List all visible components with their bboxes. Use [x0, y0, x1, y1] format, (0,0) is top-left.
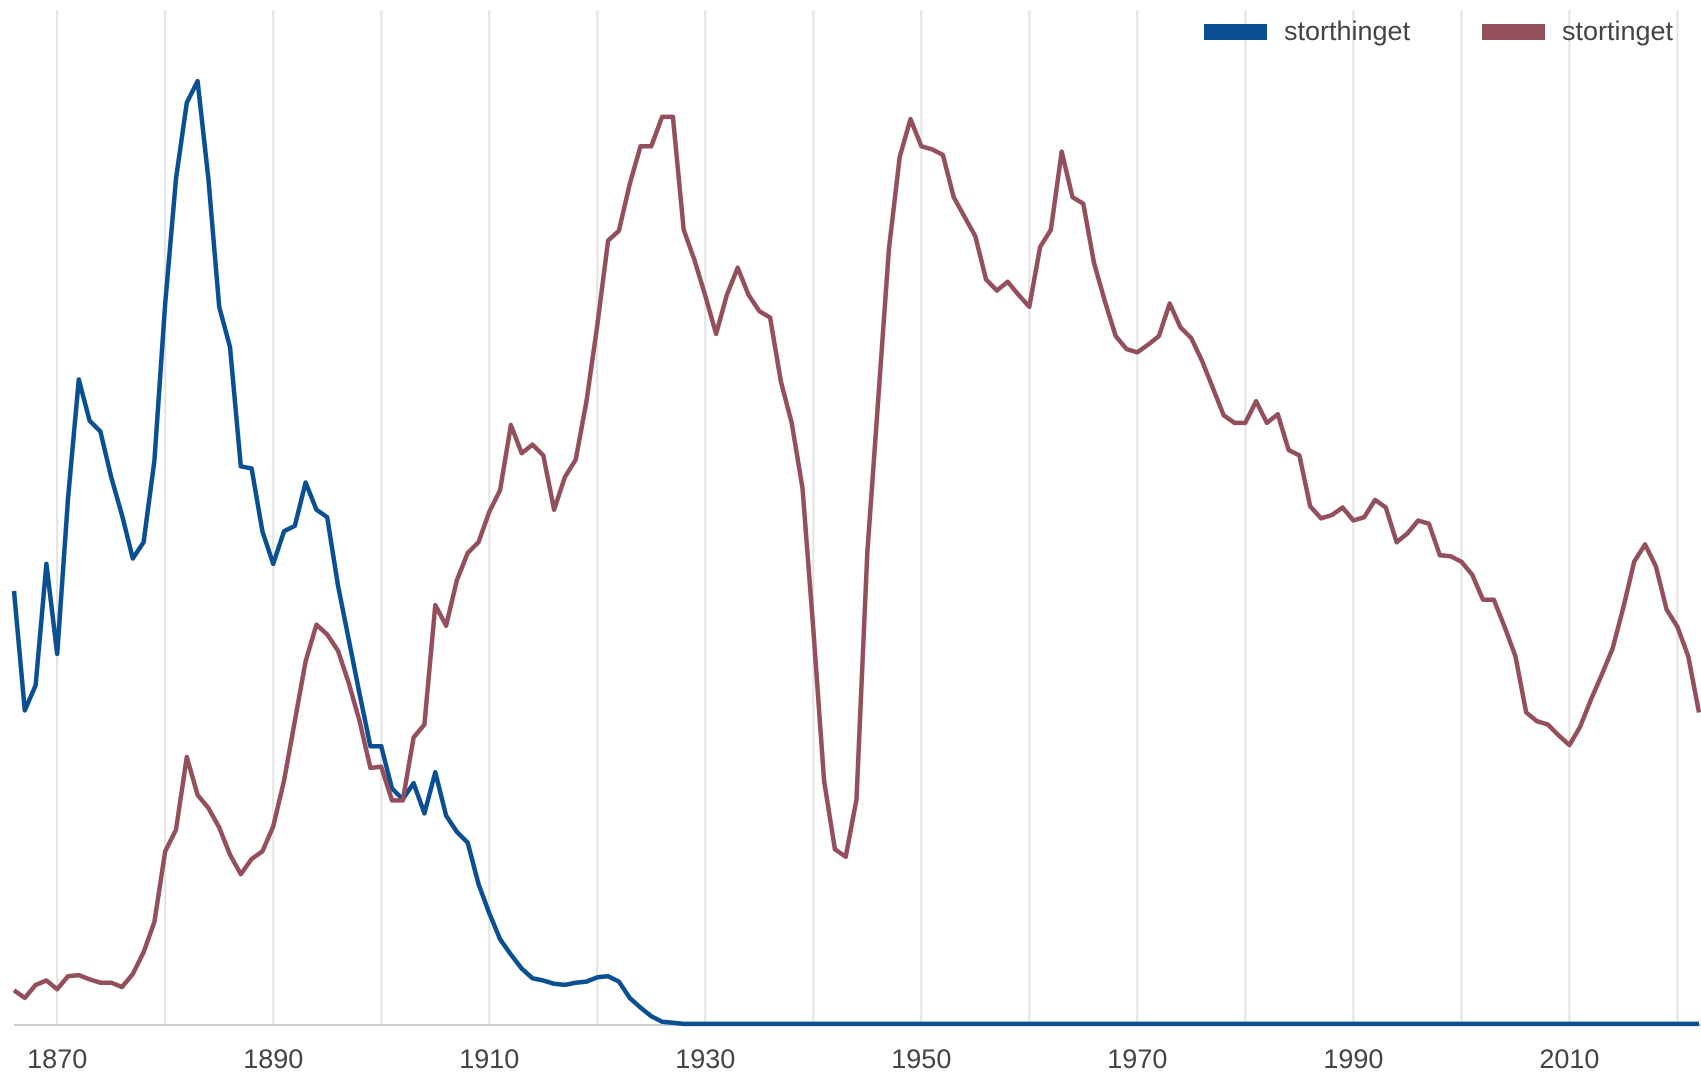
- legend-label: storthinget: [1284, 16, 1411, 46]
- x-tick-label: 1990: [1323, 1044, 1383, 1074]
- legend-label: stortinget: [1562, 16, 1674, 46]
- x-tick-label: 1930: [675, 1044, 735, 1074]
- x-tick-label: 1870: [27, 1044, 87, 1074]
- line-series: [12, 114, 1701, 1001]
- x-tick-label: 1970: [1107, 1044, 1167, 1074]
- legend-swatch: [1482, 24, 1545, 40]
- x-tick-label: 2010: [1539, 1044, 1599, 1074]
- legend-swatch: [1204, 24, 1267, 40]
- x-tick-label: 1910: [459, 1044, 519, 1074]
- x-tick-label: 1890: [243, 1044, 303, 1074]
- x-tick-label: 1950: [891, 1044, 951, 1074]
- line-series: [11, 78, 1699, 1027]
